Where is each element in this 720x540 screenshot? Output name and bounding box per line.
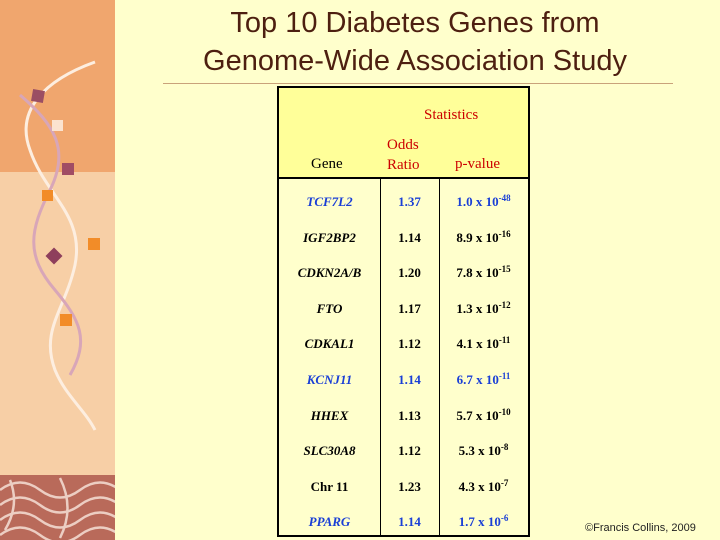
odds-ratio-value: 1.17 bbox=[398, 300, 421, 316]
p-value: 8.9 x 10-16 bbox=[439, 220, 528, 255]
table-row: IGF2BP2 1.14 8.9 x 10-16 bbox=[279, 220, 528, 255]
table-header: Statistics Gene Odds Ratio p-value bbox=[279, 88, 528, 179]
odds-ratio-value: 1.13 bbox=[398, 407, 421, 423]
p-value-exponent: -11 bbox=[498, 371, 511, 381]
table-row: FTO 1.17 1.3 x 10-12 bbox=[279, 291, 528, 326]
p-value-mantissa: 5.3 x 10 bbox=[458, 443, 501, 459]
title-divider bbox=[163, 83, 673, 84]
p-value-exponent: -8 bbox=[500, 442, 509, 453]
p-value: 6.7 x 10-11 bbox=[439, 362, 528, 397]
table-row: CDKN2A/B 1.20 7.8 x 10-15 bbox=[279, 255, 528, 290]
column-divider-2 bbox=[439, 177, 440, 535]
genes-table: Statistics Gene Odds Ratio p-value TCF7L… bbox=[277, 86, 530, 537]
odds-ratio-value: 1.14 bbox=[398, 372, 421, 387]
copyright-notice: ©Francis Collins, 2009 bbox=[585, 522, 696, 534]
p-value: 7.8 x 10-15 bbox=[439, 255, 528, 290]
gene-name: TCF7L2 bbox=[306, 194, 353, 209]
p-value-mantissa: 6.7 x 10 bbox=[456, 372, 499, 387]
odds-ratio-value: 1.14 bbox=[398, 229, 421, 245]
gene-name: CDKAL1 bbox=[304, 336, 355, 352]
p-value: 5.3 x 10-8 bbox=[439, 433, 528, 468]
p-value-exponent: -6 bbox=[500, 513, 509, 524]
gene-name: HHEX bbox=[310, 407, 349, 423]
p-value-exponent: -11 bbox=[498, 335, 511, 346]
gene-name: FTO bbox=[316, 300, 343, 316]
p-value-mantissa: 5.7 x 10 bbox=[456, 407, 499, 423]
odds-ratio-value: 1.20 bbox=[398, 265, 421, 281]
p-value-column-header: p-value bbox=[455, 156, 500, 172]
gene-column-header: Gene bbox=[311, 156, 343, 172]
gene-name: SLC30A8 bbox=[303, 443, 356, 459]
odds-ratio-value: 1.37 bbox=[398, 194, 421, 209]
p-value-mantissa: 4.1 x 10 bbox=[456, 336, 499, 352]
gene-name: KCNJ11 bbox=[306, 372, 353, 387]
p-value: 4.1 x 10-11 bbox=[439, 326, 528, 361]
odds-ratio-column-header: Odds Ratio bbox=[387, 135, 420, 175]
p-value-exponent: -12 bbox=[498, 299, 511, 310]
p-value-mantissa: 1.0 x 10 bbox=[456, 194, 499, 209]
p-value-exponent: -48 bbox=[498, 193, 511, 203]
table-row: KCNJ11 1.14 6.7 x 10-11 bbox=[279, 362, 528, 397]
p-value-mantissa: 1.3 x 10 bbox=[456, 300, 499, 316]
odds-ratio-value: 1.14 bbox=[398, 514, 421, 530]
gene-name: CDKN2A/B bbox=[297, 265, 362, 281]
gene-name: PPARG bbox=[308, 514, 351, 530]
column-divider-1 bbox=[380, 177, 381, 535]
table-row: Chr 11 1.23 4.3 x 10-7 bbox=[279, 469, 528, 504]
statistics-label: Statistics bbox=[424, 107, 479, 123]
p-value: 1.0 x 10-48 bbox=[439, 184, 528, 219]
table-row: SLC30A8 1.12 5.3 x 10-8 bbox=[279, 433, 528, 468]
p-value-exponent: -7 bbox=[500, 477, 509, 488]
odds-ratio-value: 1.12 bbox=[398, 443, 421, 459]
p-value: 1.7 x 10-6 bbox=[439, 504, 528, 539]
table-row: CDKAL1 1.12 4.1 x 10-11 bbox=[279, 326, 528, 361]
odds-ratio-value: 1.12 bbox=[398, 336, 421, 352]
title-line-2: Genome-Wide Association Study bbox=[203, 45, 627, 77]
p-value-exponent: -16 bbox=[498, 228, 511, 239]
odds-ratio-value: 1.23 bbox=[398, 478, 421, 494]
p-value-mantissa: 1.7 x 10 bbox=[458, 514, 501, 530]
p-value-mantissa: 7.8 x 10 bbox=[456, 265, 499, 281]
slide-title: Top 10 Diabetes Genes from Genome-Wide A… bbox=[155, 4, 675, 80]
gene-name: Chr 11 bbox=[310, 478, 349, 494]
p-value-exponent: -15 bbox=[498, 264, 511, 275]
odds-header-line-1: Odds bbox=[387, 137, 419, 153]
decorative-dna-band bbox=[0, 0, 115, 540]
p-value: 5.7 x 10-10 bbox=[439, 398, 528, 433]
table-row: PPARG 1.14 1.7 x 10-6 bbox=[279, 504, 528, 539]
p-value: 1.3 x 10-12 bbox=[439, 291, 528, 326]
p-value: 4.3 x 10-7 bbox=[439, 469, 528, 504]
p-value-mantissa: 4.3 x 10 bbox=[458, 478, 501, 494]
table-row: HHEX 1.13 5.7 x 10-10 bbox=[279, 398, 528, 433]
table-row: TCF7L2 1.37 1.0 x 10-48 bbox=[279, 184, 528, 219]
odds-header-line-2: Ratio bbox=[387, 157, 420, 173]
p-value-exponent: -10 bbox=[498, 406, 511, 417]
gene-name: IGF2BP2 bbox=[303, 229, 356, 245]
p-value-mantissa: 8.9 x 10 bbox=[456, 229, 499, 245]
title-line-1: Top 10 Diabetes Genes from bbox=[230, 7, 600, 39]
